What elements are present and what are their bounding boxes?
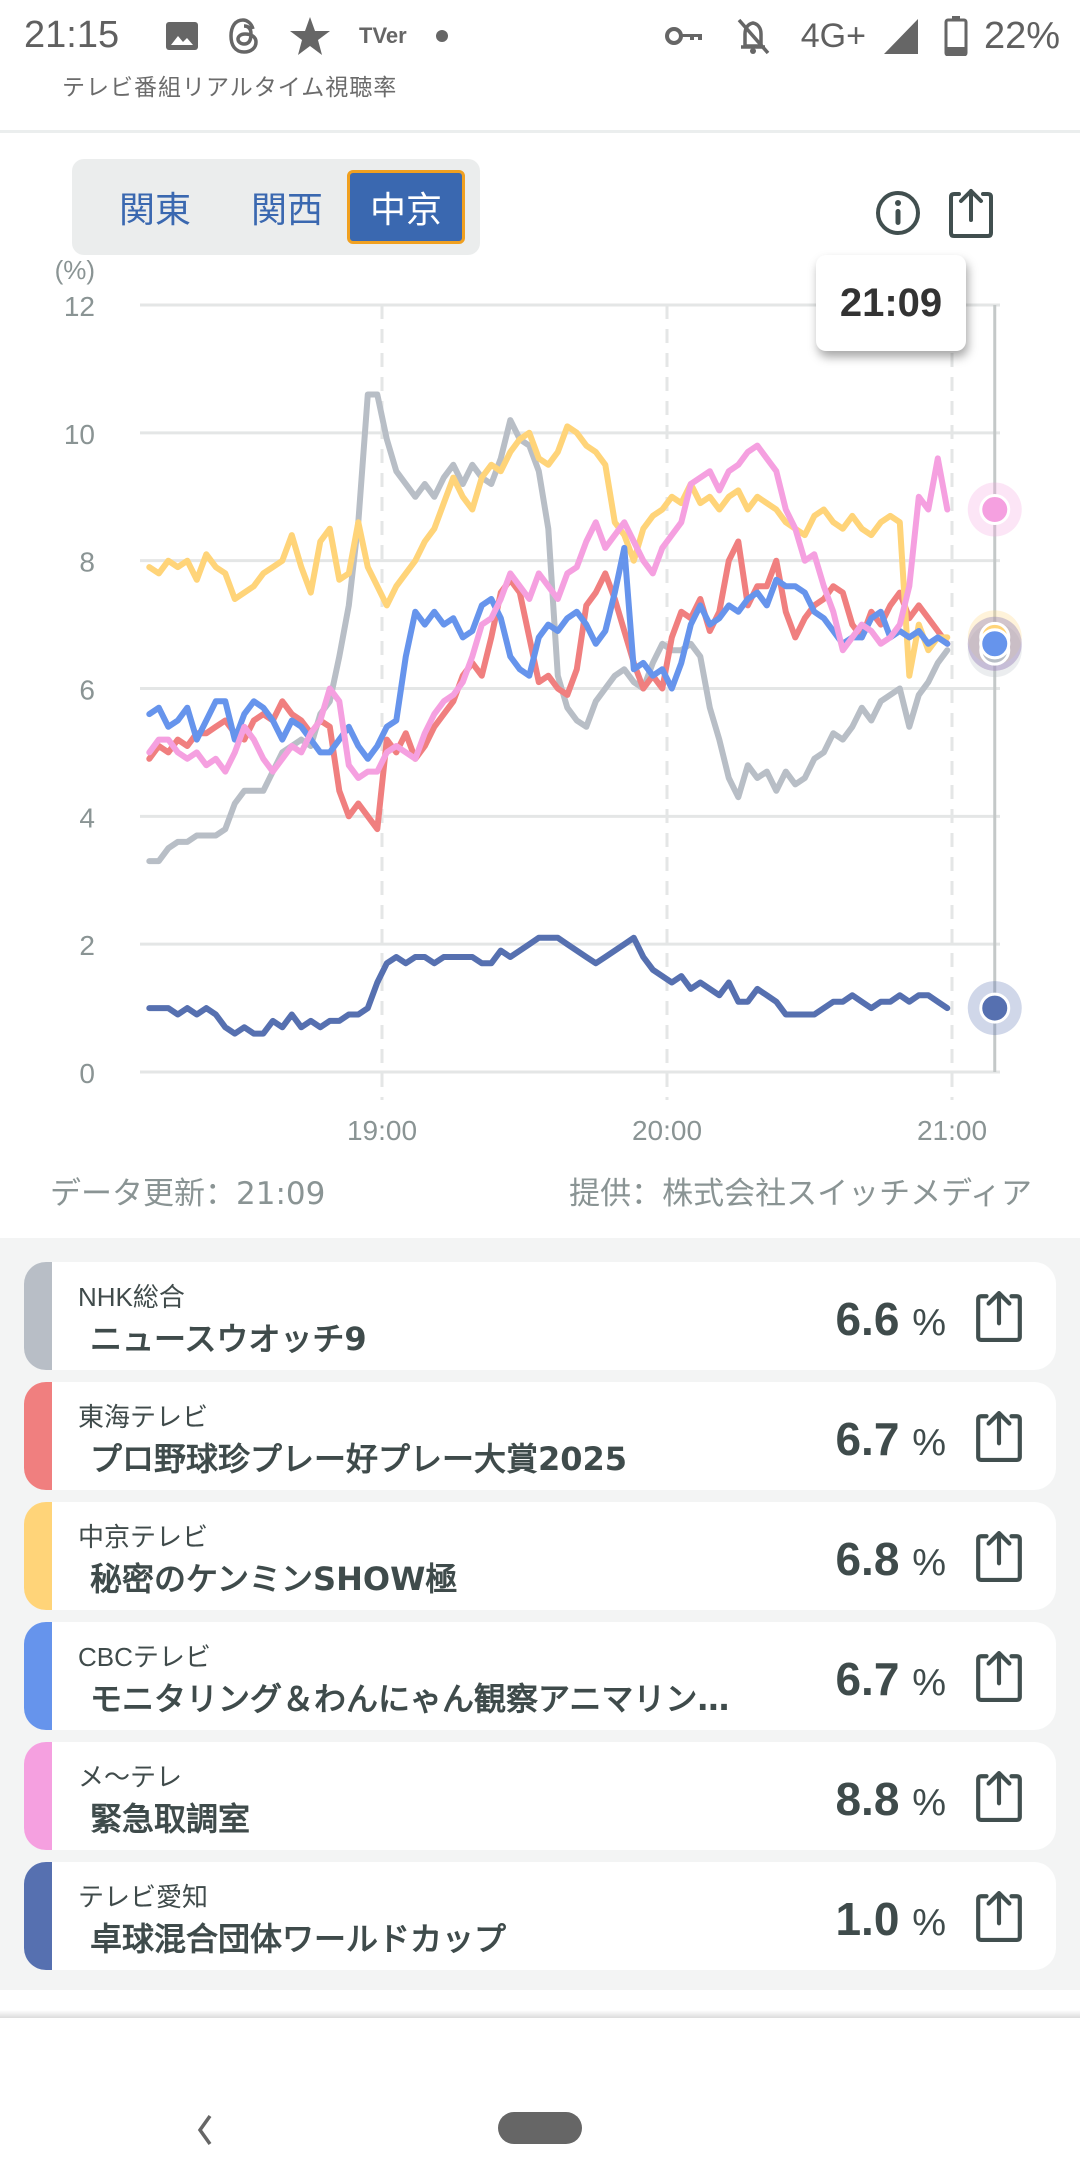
station-name: 東海テレビ: [78, 1402, 209, 1432]
station-name: テレビ愛知: [78, 1882, 209, 1912]
system-icons: 4G+ 22%: [664, 14, 1060, 58]
share-icon: [976, 1411, 1022, 1462]
series-line: [146, 544, 951, 762]
tver-icon: TVer: [359, 23, 407, 48]
x-tick-label: 19:00: [347, 1115, 417, 1146]
share-icon: [976, 1771, 1022, 1822]
status-bar: 21:15 TVer 4G+ 22%: [0, 0, 1080, 72]
x-tick-label: 20:00: [632, 1115, 702, 1146]
chart-canvas[interactable]: 0 2 4 6 8 10 12 (%) 19:00 20:00 21:00: [0, 260, 1080, 1160]
channel-color-bar: [24, 1742, 52, 1850]
y-tick-label: 10: [64, 419, 95, 450]
program-title: モニタリング＆わんにゃん観察アニマリン…: [90, 1680, 730, 1718]
station-name: メ～テレ: [78, 1762, 183, 1792]
channel-color-bar: [24, 1502, 52, 1610]
channel-color-bar: [24, 1622, 52, 1730]
y-tick-label: 6: [79, 675, 95, 706]
y-tick-label: 8: [79, 547, 95, 578]
y-axis-unit: (%): [55, 260, 95, 285]
data-provider: 提供：株式会社スイッチメディア: [569, 1176, 1032, 1212]
data-point-marker: [979, 628, 1011, 660]
nav-divider: [0, 2010, 1080, 2018]
time-tooltip: 21:09: [816, 255, 966, 351]
share-button[interactable]: [974, 1530, 1024, 1582]
station-name: NHK総合: [78, 1282, 185, 1312]
share-button[interactable]: [974, 1890, 1024, 1942]
share-icon: [949, 189, 993, 238]
program-title: プロ野球珍プレー好プレー大賞2025: [90, 1440, 628, 1478]
rating-value: 6.7 %: [835, 1413, 946, 1465]
region-tabs: 関東 関西 中京: [72, 159, 480, 255]
series-line: [146, 423, 951, 679]
battery-icon: [944, 16, 968, 56]
program-title: ニュースウオッチ9: [90, 1320, 367, 1358]
channel-card[interactable]: 東海テレビ プロ野球珍プレー好プレー大賞2025 6.7 %: [24, 1382, 1056, 1490]
info-button[interactable]: [873, 188, 923, 238]
series-line: [146, 391, 951, 865]
tab-chukyo[interactable]: 中京: [347, 170, 465, 244]
rating-value: 1.0 %: [835, 1893, 946, 1945]
app-title: テレビ番組リアルタイム視聴率: [62, 75, 398, 101]
channel-color-bar: [24, 1382, 52, 1490]
status-time: 21:15: [24, 14, 120, 56]
rating-value: 6.6 %: [835, 1293, 946, 1345]
home-pill[interactable]: [498, 2112, 582, 2144]
notification-icons: TVer: [165, 16, 449, 56]
channel-card[interactable]: NHK総合 ニュースウオッチ9 6.6 %: [24, 1262, 1056, 1370]
share-icon: [976, 1531, 1022, 1582]
battery-level: 22%: [983, 14, 1060, 57]
y-tick-label: 0: [79, 1058, 95, 1089]
channel-card[interactable]: メ～テレ 緊急取調室 8.8 %: [24, 1742, 1056, 1850]
rating-chart[interactable]: 0 2 4 6 8 10 12 (%) 19:00 20:00 21:00 21:09: [0, 255, 1080, 1160]
back-button[interactable]: [190, 2110, 220, 2150]
share-button[interactable]: [974, 1770, 1024, 1822]
threads-icon: [227, 17, 261, 55]
header-divider: [0, 130, 1080, 133]
program-title: 卓球混合団体ワールドカップ: [90, 1920, 507, 1958]
share-icon: [976, 1891, 1022, 1942]
signal-icon: [882, 17, 920, 55]
star-icon: [289, 16, 331, 56]
tab-kansai[interactable]: 関西: [250, 190, 323, 231]
channel-list: NHK総合 ニュースウオッチ9 6.6 % 東海テレビ プロ野球珍プレー好プレー…: [0, 1238, 1080, 1990]
channel-card[interactable]: 中京テレビ 秘密のケンミンSHOW極 6.8 %: [24, 1502, 1056, 1610]
station-name: CBCテレビ: [78, 1642, 211, 1672]
y-tick-label: 12: [64, 291, 95, 322]
share-icon: [976, 1291, 1022, 1342]
channel-card[interactable]: CBCテレビ モニタリング＆わんにゃん観察アニマリン… 6.7 %: [24, 1622, 1056, 1730]
series-line: [146, 934, 951, 1037]
network-type: 4G+: [800, 16, 866, 55]
program-title: 緊急取調室: [90, 1800, 251, 1838]
rating-value: 6.7 %: [835, 1653, 946, 1705]
data-point-marker: [979, 992, 1011, 1024]
program-title: 秘密のケンミンSHOW極: [90, 1560, 458, 1598]
image-icon: [165, 19, 199, 53]
channel-color-bar: [24, 1262, 52, 1370]
channel-color-bar: [24, 1862, 52, 1970]
info-icon: [876, 191, 920, 235]
data-updated: データ更新：21:09: [50, 1176, 326, 1212]
x-tick-label: 21:00: [917, 1115, 987, 1146]
tab-kanto[interactable]: 関東: [118, 190, 191, 231]
data-point-marker: [979, 494, 1011, 526]
y-tick-label: 2: [79, 930, 95, 961]
share-button[interactable]: [974, 1410, 1024, 1462]
channel-card[interactable]: テレビ愛知 卓球混合団体ワールドカップ 1.0 %: [24, 1862, 1056, 1970]
station-name: 中京テレビ: [78, 1522, 209, 1552]
share-button[interactable]: [974, 1650, 1024, 1702]
dot-icon: [435, 29, 449, 43]
bell-off-icon: [735, 16, 771, 56]
series-line: [146, 442, 951, 781]
share-button[interactable]: [974, 1290, 1024, 1342]
key-icon: [664, 24, 705, 48]
y-tick-label: 4: [79, 802, 95, 833]
system-nav-bar: [0, 2018, 1080, 2160]
share-chart-button[interactable]: [946, 188, 996, 238]
rating-value: 6.8 %: [835, 1533, 946, 1585]
share-icon: [976, 1651, 1022, 1702]
back-icon: [197, 2114, 212, 2146]
rating-value: 8.8 %: [835, 1773, 946, 1825]
